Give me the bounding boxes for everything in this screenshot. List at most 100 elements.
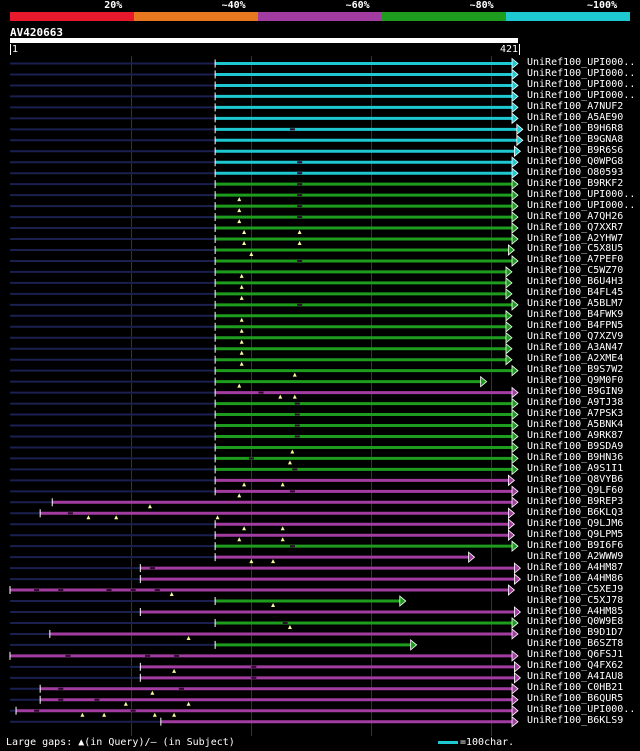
hit-row[interactable] <box>10 57 519 70</box>
hit-row[interactable] <box>10 397 519 410</box>
hit-row[interactable] <box>10 90 519 103</box>
hit-row[interactable] <box>10 441 519 454</box>
hit-row[interactable] <box>10 156 519 169</box>
hit-row[interactable] <box>10 189 519 202</box>
hit-row[interactable] <box>10 298 519 311</box>
hit-row[interactable] <box>10 540 519 553</box>
hit-label[interactable]: UniRef100_Q4FX62 <box>527 660 624 672</box>
hit-label[interactable]: UniRef100_A4HM86 <box>527 572 624 584</box>
hit-row[interactable] <box>10 233 519 246</box>
hit-label[interactable]: UniRef100_A7PEF0 <box>527 254 624 266</box>
hit-label[interactable]: UniRef100_A7NUF2 <box>527 100 624 112</box>
hit-row[interactable] <box>10 496 519 509</box>
hit-label[interactable]: UniRef100_C5XEJ9 <box>527 583 624 595</box>
hit-row[interactable] <box>10 595 407 608</box>
hit-row[interactable] <box>10 211 519 224</box>
hit-label[interactable]: UniRef100_UPI000.. <box>527 704 636 716</box>
hit-row[interactable] <box>10 518 516 531</box>
hit-row[interactable] <box>10 342 513 355</box>
hit-label[interactable]: UniRef100_Q9M0F0 <box>527 375 624 387</box>
hit-row[interactable] <box>10 320 513 333</box>
hit-row[interactable] <box>10 244 516 256</box>
hit-row[interactable] <box>10 704 519 717</box>
hit-label[interactable]: UniRef100_B6QUR5 <box>527 693 624 705</box>
hit-row[interactable] <box>10 288 513 300</box>
hit-label[interactable]: UniRef100_A7PSK3 <box>527 408 624 420</box>
hit-label[interactable]: UniRef100_A2YHW7 <box>527 232 624 244</box>
hit-label[interactable]: UniRef100_Q9LPM5 <box>527 528 624 540</box>
hit-label[interactable]: UniRef100_A5BLM7 <box>527 298 624 310</box>
hit-row[interactable] <box>10 255 519 267</box>
hit-label[interactable]: UniRef100_UPI000.. <box>527 78 636 90</box>
hit-label[interactable]: UniRef100_Q8VYB6 <box>527 473 624 485</box>
hit-label[interactable]: UniRef100_Q9LF60 <box>527 484 624 496</box>
hit-label[interactable]: UniRef100_A7QH26 <box>527 210 624 222</box>
hit-label[interactable]: UniRef100_B4FL45 <box>527 287 624 299</box>
hit-label[interactable]: UniRef100_B9RKF2 <box>527 177 624 189</box>
hit-label[interactable]: UniRef100_B9HN36 <box>527 451 624 463</box>
hit-row[interactable] <box>10 222 519 235</box>
hit-label[interactable]: UniRef100_B4FPN5 <box>527 320 624 332</box>
hit-row[interactable] <box>10 693 519 706</box>
hit-row[interactable] <box>10 463 519 476</box>
hit-label[interactable]: UniRef100_B4FWK9 <box>527 309 624 321</box>
hit-row[interactable] <box>10 573 522 585</box>
hit-row[interactable] <box>10 562 522 574</box>
hit-label[interactable]: UniRef100_B6KLQ3 <box>527 506 624 518</box>
hit-row[interactable] <box>10 419 519 432</box>
hit-label[interactable]: UniRef100_A9S1I1 <box>527 462 624 474</box>
hit-label[interactable]: UniRef100_Q0WPG8 <box>527 155 624 167</box>
hit-row[interactable] <box>10 178 519 191</box>
hit-row[interactable] <box>10 606 522 618</box>
hit-label[interactable]: UniRef100_A5BNK4 <box>527 419 624 430</box>
hit-label[interactable]: UniRef100_C5X8U5 <box>527 243 624 255</box>
hit-row[interactable] <box>10 639 418 651</box>
hit-row[interactable] <box>10 145 522 158</box>
hit-row[interactable] <box>10 353 513 366</box>
hit-label[interactable]: UniRef100_B9D1D7 <box>527 627 624 639</box>
hit-label[interactable]: UniRef100_B9S7W2 <box>527 364 624 376</box>
hit-label[interactable]: UniRef100_B9SDA9 <box>527 440 624 452</box>
hit-label[interactable]: UniRef100_A4HM85 <box>527 605 624 617</box>
hit-label[interactable]: UniRef100_B6U4H3 <box>527 276 624 288</box>
hit-row[interactable] <box>10 628 519 640</box>
hit-label[interactable]: UniRef100_B6SZT8 <box>527 638 624 650</box>
hit-row[interactable] <box>10 551 476 564</box>
hit-label[interactable]: UniRef100_UPI000.. <box>527 67 636 79</box>
hit-row[interactable] <box>10 167 519 180</box>
hit-row[interactable] <box>10 364 519 377</box>
hit-row[interactable] <box>10 266 513 278</box>
hit-label[interactable]: UniRef100_B6KLS9 <box>527 715 624 727</box>
hit-row[interactable] <box>10 112 519 125</box>
hit-row[interactable] <box>10 331 513 344</box>
hit-row[interactable] <box>10 68 519 81</box>
hit-label[interactable]: UniRef100_B9I6F6 <box>527 539 624 551</box>
hit-row[interactable] <box>9 650 519 662</box>
hit-label[interactable]: UniRef100_UPI000.. <box>527 199 636 211</box>
hit-row[interactable] <box>10 485 519 498</box>
hit-label[interactable]: UniRef100_UPI000.. <box>527 57 636 68</box>
hit-label[interactable]: UniRef100_Q6FSJ1 <box>527 649 624 661</box>
hit-row[interactable] <box>10 617 519 629</box>
hit-label[interactable]: UniRef100_A2XME4 <box>527 353 624 365</box>
hit-label[interactable]: UniRef100_UPI000.. <box>527 89 636 101</box>
hit-row[interactable] <box>10 101 519 114</box>
hit-label[interactable]: UniRef100_UPI000.. <box>527 188 636 200</box>
hit-label[interactable]: UniRef100_A4IAU8 <box>527 671 624 683</box>
hit-row[interactable] <box>10 408 519 421</box>
hit-row[interactable] <box>10 79 519 92</box>
hit-label[interactable]: UniRef100_A3AN47 <box>527 342 624 354</box>
hit-row[interactable] <box>10 430 519 443</box>
hit-row[interactable] <box>10 715 519 728</box>
hit-label[interactable]: UniRef100_Q7XXR7 <box>527 221 624 233</box>
hit-label[interactable]: UniRef100_Q7XZV9 <box>527 331 624 343</box>
hit-row[interactable] <box>10 123 524 136</box>
hit-label[interactable]: UniRef100_C5XJ78 <box>527 594 624 606</box>
hit-label[interactable]: UniRef100_Q9LJM6 <box>527 517 624 529</box>
hit-label[interactable]: UniRef100_A2WWW9 <box>527 550 624 562</box>
hit-row[interactable] <box>10 671 522 684</box>
hit-label[interactable]: UniRef100_B9REP3 <box>527 495 624 507</box>
hit-row[interactable] <box>10 660 522 673</box>
hit-label[interactable]: UniRef100_B9H6R8 <box>527 122 624 134</box>
hit-label[interactable]: UniRef100_Q0W9E8 <box>527 616 624 628</box>
